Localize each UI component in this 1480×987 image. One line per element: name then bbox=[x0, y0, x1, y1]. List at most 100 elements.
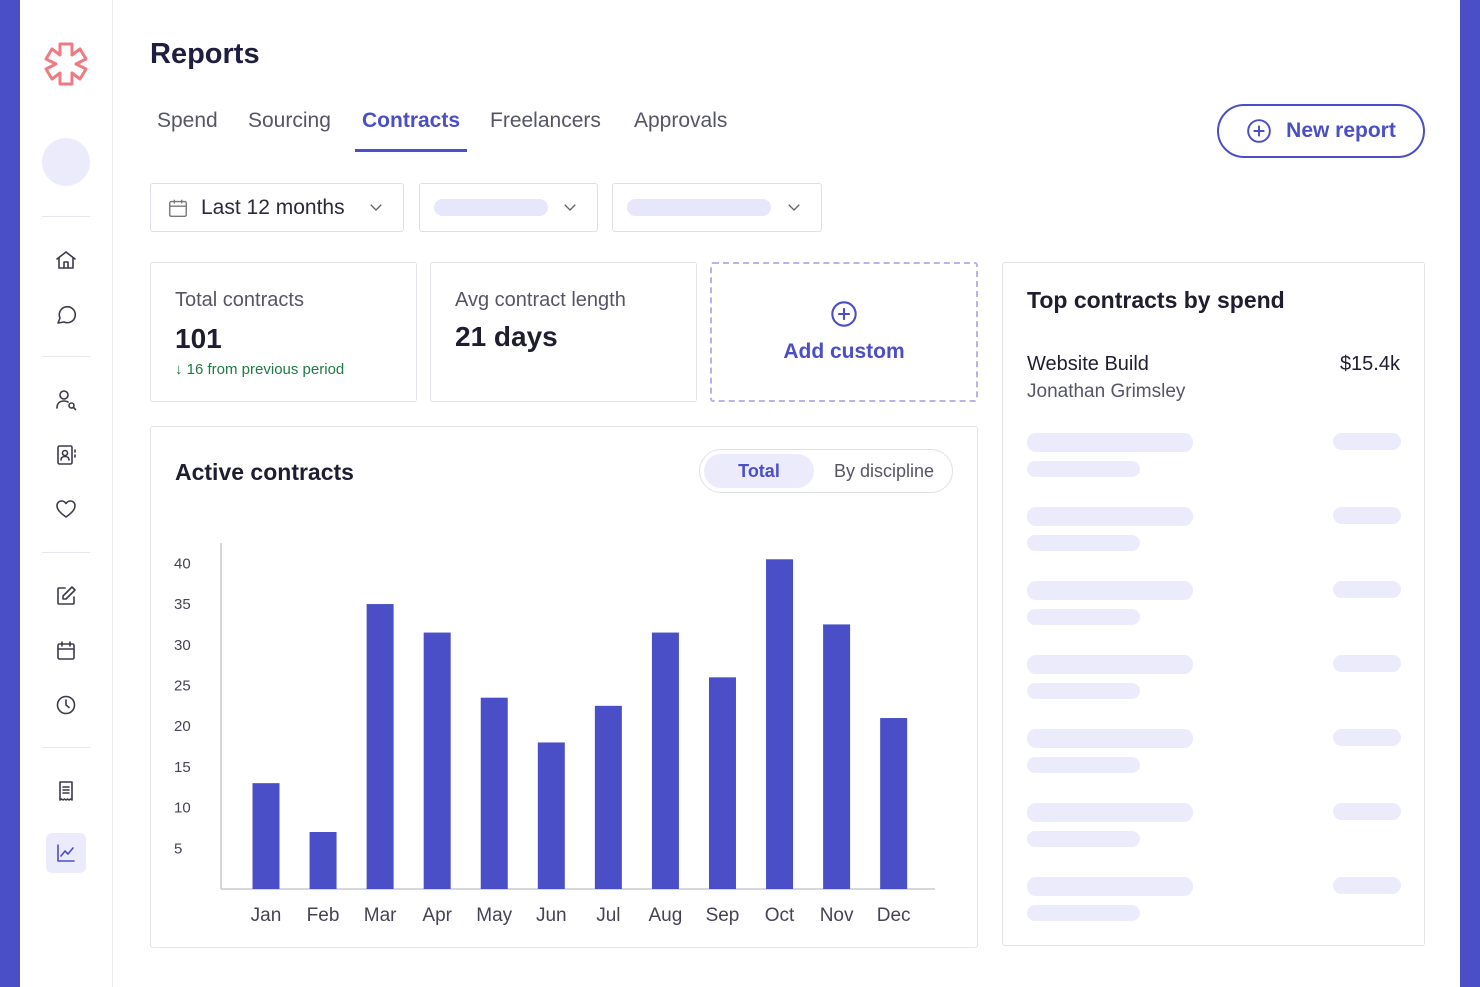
bar bbox=[309, 832, 337, 889]
chevron-down-icon bbox=[370, 204, 382, 211]
skeleton-placeholder bbox=[1333, 803, 1401, 820]
sidebar-item-contracts[interactable] bbox=[50, 580, 82, 612]
view-toggle: Total By discipline bbox=[699, 449, 953, 493]
y-tick-label: 5 bbox=[174, 840, 182, 857]
toggle-by-discipline[interactable]: By discipline bbox=[833, 461, 935, 481]
contract-name[interactable]: Website Build bbox=[1027, 353, 1149, 375]
stat-label: Total contracts bbox=[175, 289, 304, 311]
new-report-button[interactable]: New report bbox=[1217, 104, 1425, 158]
sidebar-divider bbox=[42, 552, 90, 553]
tab-sourcing[interactable]: Sourcing bbox=[248, 109, 331, 132]
filter-placeholder bbox=[434, 199, 548, 216]
contract-amount: $15.4k bbox=[1339, 353, 1400, 375]
skeleton-placeholder bbox=[1333, 729, 1401, 746]
sidebar-item-messages[interactable] bbox=[50, 299, 82, 331]
x-tick-label: Sep bbox=[706, 905, 740, 926]
skeleton-placeholder bbox=[1333, 581, 1401, 598]
stat-label: Avg contract length bbox=[455, 289, 626, 311]
x-tick-label: Dec bbox=[877, 905, 911, 926]
tab-freelancers[interactable]: Freelancers bbox=[490, 109, 601, 132]
date-range-dropdown[interactable]: Last 12 months bbox=[150, 183, 404, 232]
bar bbox=[480, 697, 508, 889]
total-contracts-card: Total contracts 101 ↓ 16 from previous p… bbox=[150, 262, 417, 402]
bar bbox=[252, 783, 280, 889]
skeleton-placeholder bbox=[1027, 877, 1193, 896]
stat-value: 21 days bbox=[455, 321, 558, 352]
sidebar-item-home[interactable] bbox=[50, 244, 82, 276]
add-custom-label: Add custom bbox=[783, 340, 905, 363]
chart-title: Active contracts bbox=[175, 459, 354, 485]
add-custom-button[interactable]: Add custom bbox=[710, 262, 978, 402]
sidebar bbox=[20, 0, 113, 987]
skeleton-placeholder bbox=[1027, 581, 1193, 600]
date-range-value: Last 12 months bbox=[201, 195, 345, 219]
bar bbox=[594, 705, 622, 889]
tab-spend[interactable]: Spend bbox=[157, 109, 218, 132]
x-tick-label: Aug bbox=[649, 905, 683, 926]
tab-contracts[interactable]: Contracts bbox=[355, 106, 468, 152]
active-contracts-card: Active contracts Total By discipline 5 10… bbox=[150, 426, 978, 948]
sidebar-divider bbox=[42, 216, 90, 217]
stat-value: 101 bbox=[175, 323, 222, 354]
top-contracts-card: Top contracts by spend Website Build Jon… bbox=[1002, 262, 1425, 946]
bar bbox=[651, 632, 679, 889]
app-window: Reports Spend Sourcing Contracts Freelan… bbox=[20, 0, 1460, 987]
skeleton-placeholder bbox=[1027, 507, 1193, 526]
filter-dropdown[interactable] bbox=[612, 183, 822, 232]
sidebar-divider bbox=[42, 356, 90, 357]
bar bbox=[766, 559, 794, 889]
clock-icon bbox=[56, 695, 76, 715]
page-title: Reports bbox=[150, 38, 260, 70]
skeleton-placeholder bbox=[1027, 683, 1140, 699]
stat-delta: ↓ 16 from previous period bbox=[175, 361, 345, 378]
y-tick-label: 15 bbox=[174, 759, 191, 776]
skeleton-placeholder bbox=[1333, 877, 1401, 894]
skeleton-placeholder bbox=[1027, 655, 1193, 674]
x-tick-label: Mar bbox=[364, 905, 397, 926]
plus-circle-icon bbox=[831, 301, 857, 327]
skeleton-placeholder bbox=[1027, 757, 1140, 773]
skeleton-placeholder bbox=[1027, 803, 1193, 822]
chevron-down-icon bbox=[564, 204, 576, 211]
sidebar-item-reports[interactable] bbox=[46, 833, 86, 873]
skeleton-placeholder bbox=[1027, 433, 1193, 452]
y-tick-label: 30 bbox=[174, 637, 191, 654]
plus-circle-icon bbox=[1247, 119, 1271, 143]
filter-dropdown[interactable] bbox=[419, 183, 598, 232]
skeleton-placeholder bbox=[1027, 831, 1140, 847]
receipt-icon bbox=[59, 781, 73, 801]
contract-client: Jonathan Grimsley bbox=[1027, 381, 1186, 402]
x-tick-label: Jun bbox=[536, 905, 567, 926]
sidebar-item-contacts[interactable] bbox=[50, 439, 82, 471]
x-tick-label: Jul bbox=[596, 905, 620, 926]
bar bbox=[880, 718, 908, 889]
x-tick-label: Apr bbox=[422, 905, 452, 926]
bar bbox=[708, 677, 736, 889]
sidebar-item-find-talent[interactable] bbox=[50, 384, 82, 416]
chevron-down-icon bbox=[788, 204, 800, 211]
sidebar-item-favorites[interactable] bbox=[50, 493, 82, 525]
bar bbox=[537, 742, 565, 889]
skeleton-placeholder bbox=[1027, 905, 1140, 921]
skeleton-placeholder bbox=[1333, 655, 1401, 672]
avatar[interactable] bbox=[42, 138, 90, 186]
skeleton-placeholder bbox=[1027, 535, 1140, 551]
skeleton-placeholder bbox=[1027, 609, 1140, 625]
sidebar-item-invoices[interactable] bbox=[50, 775, 82, 807]
toggle-total[interactable]: Total bbox=[704, 454, 814, 488]
bar-chart: 5 10 15 20 25 30 35 40 Jan Feb Mar Apr May Jun Jul Aug S… bbox=[174, 543, 935, 926]
x-tick-label: Jan bbox=[251, 905, 282, 926]
calendar-icon bbox=[169, 199, 187, 217]
sidebar-item-timesheets[interactable] bbox=[50, 689, 82, 721]
y-tick-label: 40 bbox=[174, 555, 191, 572]
home-icon bbox=[56, 251, 76, 269]
tab-approvals[interactable]: Approvals bbox=[634, 109, 728, 132]
y-tick-label: 10 bbox=[174, 800, 191, 817]
skeleton-placeholder bbox=[1333, 433, 1401, 450]
sidebar-item-calendar[interactable] bbox=[50, 635, 82, 667]
heart-icon bbox=[56, 500, 76, 518]
logo-icon[interactable] bbox=[42, 40, 90, 88]
edit-icon bbox=[57, 586, 76, 605]
skeleton-placeholder bbox=[1027, 729, 1193, 748]
top-contracts-title: Top contracts by spend bbox=[1027, 287, 1285, 313]
